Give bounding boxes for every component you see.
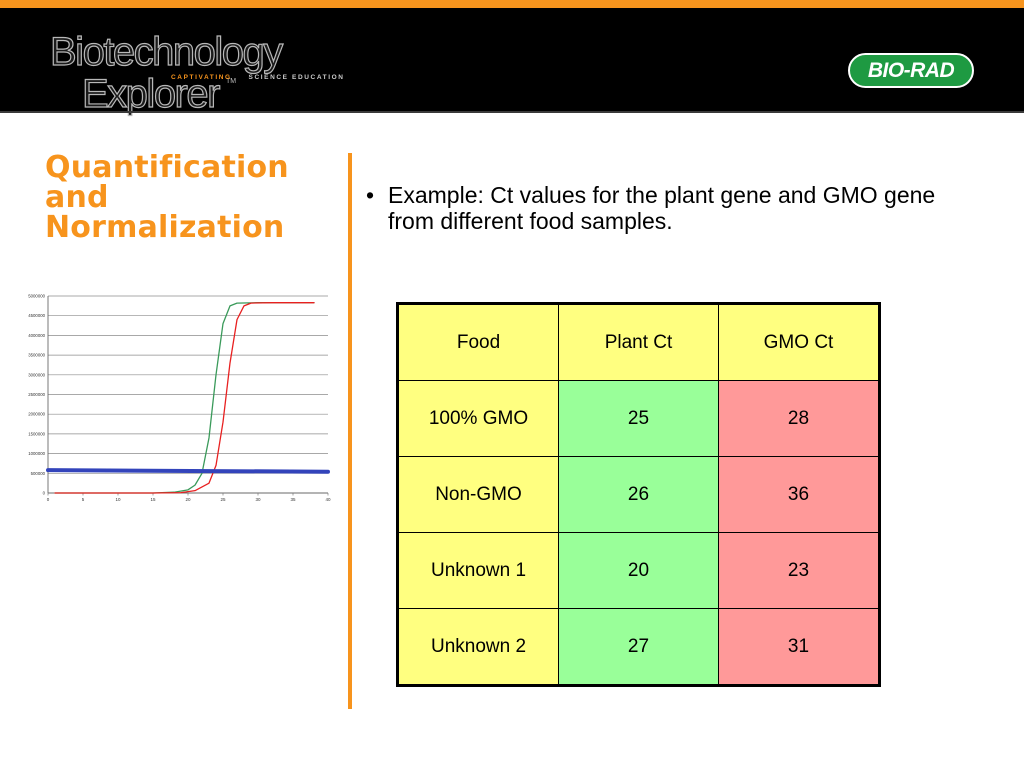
logo-tagline: CAPTIVATING SCIENCE EDUCATION: [171, 74, 345, 81]
banner-bottom-edge: [0, 111, 1024, 113]
biorad-logo: BIO-RAD: [848, 53, 974, 88]
chart-y-tick-label: 4000000: [28, 333, 45, 338]
chart-x-tick-label: 25: [220, 497, 226, 502]
chart-y-tick-label: 3500000: [28, 353, 45, 358]
header-food: Food: [397, 303, 559, 381]
logo-tagline-science: SCIENCE EDUCATION: [248, 74, 345, 81]
chart-x-tick-label: 15: [150, 497, 156, 502]
cell-food: Unknown 1: [397, 532, 559, 609]
cell-food: 100% GMO: [397, 380, 559, 457]
biotechnology-logo-line1: Biotechnology: [49, 30, 283, 74]
biorad-logo-text: BIO-RAD: [867, 58, 955, 82]
vertical-divider: [348, 153, 352, 709]
chart-y-tick-label: 4500000: [28, 313, 45, 318]
chart-y-tick-label: 1500000: [28, 431, 45, 436]
chart-y-tick-label: 2500000: [28, 392, 45, 397]
chart-x-tick-label: 0: [47, 497, 50, 502]
table-row: 100% GMO 25 28: [397, 380, 880, 457]
header-banner: Biotechnology Explorer TM CAPTIVATING SC…: [0, 8, 1024, 116]
cell-gmo-ct: 31: [718, 608, 880, 686]
top-accent-strip: [0, 0, 1024, 8]
logo-trademark: TM: [226, 78, 237, 85]
slide-title: Quantification and Normalization: [45, 153, 335, 243]
chart-y-tick-label: 1000000: [28, 451, 45, 456]
chart-x-tick-label: 40: [325, 497, 331, 502]
table-row: Unknown 2 27 31: [397, 608, 880, 686]
chart-x-tick-label: 35: [290, 497, 296, 502]
amplification-chart-svg: 0 500000 1000000 1500000 2000000 2500000 30000…: [28, 294, 331, 503]
chart-y-tick-label: 5000000: [28, 294, 45, 299]
chart-y-tick-label: 2000000: [28, 412, 45, 417]
table-header-row: Food Plant Ct GMO Ct: [397, 303, 880, 381]
logo-tagline-captivating: CAPTIVATING: [171, 74, 232, 81]
chart-x-tick-label: 30: [255, 497, 261, 502]
chart-series-line: [54, 302, 315, 494]
cell-food: Non-GMO: [397, 456, 559, 533]
cell-gmo-ct: 36: [718, 456, 880, 533]
ct-values-table: Food Plant Ct GMO Ct 100% GMO 25 28 Non-…: [396, 302, 881, 687]
header-gmo-ct: GMO Ct: [718, 303, 880, 381]
chart-y-tick-label: 3000000: [28, 372, 45, 377]
bullet-dot: •: [366, 182, 375, 208]
cell-gmo-ct: 23: [718, 532, 880, 609]
cell-food: Unknown 2: [397, 608, 559, 686]
bullet-point: • Example: Ct values for the plant gene …: [366, 182, 966, 234]
cell-plant-ct: 25: [558, 380, 719, 457]
slide-title-line: Normalization: [45, 210, 285, 245]
slide-title-line: Quantification: [45, 150, 289, 185]
biotechnology-logo-line2: Explorer: [81, 72, 221, 116]
header-plant-ct: Plant Ct: [558, 303, 719, 381]
table-row: Non-GMO 26 36: [397, 456, 880, 533]
cell-plant-ct: 27: [558, 608, 719, 686]
chart-y-tick-label: 0: [43, 491, 46, 496]
cell-plant-ct: 26: [558, 456, 719, 533]
amplification-chart: 0 500000 1000000 1500000 2000000 2500000 30000…: [20, 288, 338, 508]
bullet-text: Example: Ct values for the plant gene an…: [388, 182, 936, 234]
table-row: Unknown 1 20 23: [397, 532, 880, 609]
chart-y-tick-label: 500000: [31, 471, 46, 476]
chart-x-tick-label: 5: [82, 497, 85, 502]
chart-series-line: [54, 302, 315, 494]
chart-x-tick-label: 10: [115, 497, 121, 502]
cell-gmo-ct: 28: [718, 380, 880, 457]
cell-plant-ct: 20: [558, 532, 719, 609]
chart-x-tick-label: 20: [185, 497, 191, 502]
chart-threshold-line: [46, 468, 330, 474]
slide-title-line: and: [45, 180, 109, 215]
